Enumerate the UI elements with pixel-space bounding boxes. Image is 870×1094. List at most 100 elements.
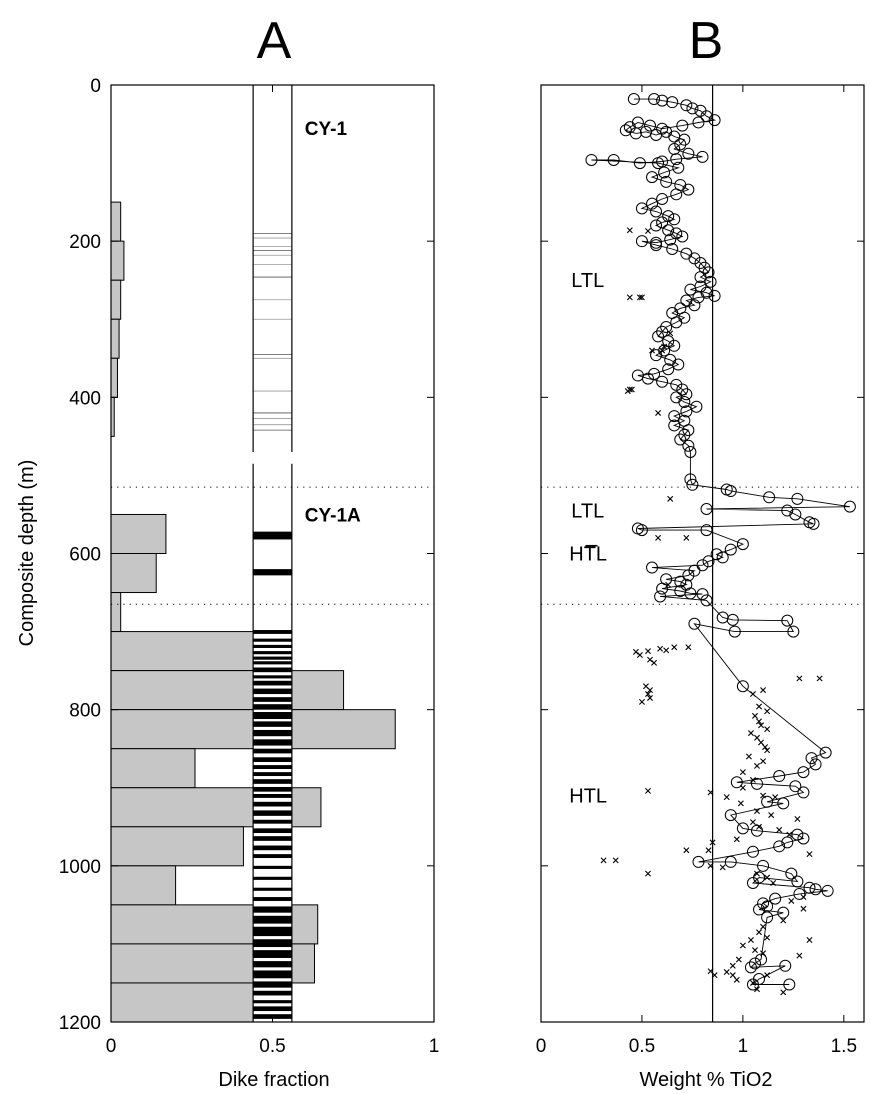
dike-fraction-bar-2 [110, 279, 122, 320]
series-0-point-48 [670, 227, 683, 240]
dike-fraction-bar-7 [110, 553, 157, 594]
series-0-point-73 [660, 321, 673, 334]
series-0-point-154 [736, 822, 749, 835]
series-0-point-99 [674, 433, 687, 446]
series-1-point-65 [733, 836, 740, 843]
series-1-point-11 [628, 386, 635, 393]
series-0-point-83 [648, 367, 661, 380]
series-1-point-22 [632, 648, 639, 655]
series-0-point-100 [682, 439, 695, 452]
series-1-point-36 [764, 708, 771, 715]
series-1-point-67 [705, 847, 712, 854]
series-0-point-54 [666, 242, 679, 255]
series-1-point-82 [760, 923, 767, 930]
series-1-point-89 [735, 956, 742, 963]
panel-b-x-tick-label-1: 0.5 [629, 1036, 655, 1057]
series-0-point-87 [670, 378, 683, 391]
series-1-point-59 [768, 812, 775, 819]
series-1-point-15 [683, 534, 690, 541]
series-1-point-51 [739, 784, 746, 791]
series-0-point-150 [797, 786, 810, 799]
log-dike-band-44 [253, 990, 292, 996]
series-0-point-142 [819, 746, 832, 759]
zone-label-1: LTL [571, 501, 604, 523]
panel-b-zone-labels: LTL LTL HTL HTL [569, 270, 607, 807]
log-dike-band-42 [253, 970, 292, 979]
dike-fraction-bar-8 [110, 592, 122, 633]
panel-b-ticks: 0 0.5 1 1.5 [536, 84, 864, 1057]
series-1-point-12 [655, 409, 662, 416]
log-dike-band-10 [253, 680, 292, 686]
zone-label-2: HTL [569, 544, 607, 566]
panel-a-x-axis-title: Dike fraction [218, 1069, 329, 1091]
log-dike-band-5 [253, 651, 292, 655]
series-1-point-6 [661, 343, 668, 350]
dike-fraction-bar-18 [110, 982, 254, 1023]
series-0-point-96 [668, 419, 681, 432]
series-1-point-20 [657, 645, 664, 652]
series-1-point-61 [749, 819, 756, 826]
log-dike-band-45 [253, 1000, 292, 1004]
series-0-point-109 [700, 502, 713, 515]
series-1-point-99 [707, 968, 714, 975]
log-dike-band-35 [253, 897, 292, 901]
series-0-point-42 [650, 205, 663, 218]
series-1-point-85 [747, 937, 754, 944]
series-0-point-178 [755, 953, 768, 966]
series-0-point-52 [635, 235, 648, 248]
series-0-point-110 [781, 504, 794, 517]
series-0-point-152 [777, 797, 790, 810]
series-1-point-58 [754, 808, 760, 815]
series-0-point-45 [656, 216, 669, 229]
series-1-point-97 [780, 989, 787, 996]
series-0-point-7 [700, 110, 713, 123]
panel-a-core-labels: CY-1 CY-1A [305, 119, 361, 527]
series-0-point-97 [682, 424, 695, 437]
series-0-point-61 [704, 275, 717, 288]
series-0-point-103 [686, 478, 699, 491]
series-0-point-34 [646, 171, 659, 184]
series-0-point-171 [793, 887, 806, 900]
series-0-point-74 [656, 325, 669, 338]
series-0-point-129 [656, 582, 669, 595]
series-0-point-81 [672, 358, 685, 371]
series-0-point-50 [664, 233, 677, 246]
series-1-point-7 [659, 347, 666, 354]
series-0-point-176 [777, 906, 790, 919]
series-0-point-2 [656, 94, 669, 107]
log-dike-band-21 [253, 772, 292, 777]
series-1-point-1 [645, 228, 651, 235]
series-0-point-38 [670, 188, 683, 201]
series-1-point-24 [647, 656, 654, 663]
series-1-point-80 [800, 905, 807, 912]
log-dike-band-11 [253, 688, 292, 695]
series-0-point-0 [627, 93, 640, 106]
series-1-point-53 [707, 789, 714, 796]
series-0-point-60 [694, 271, 707, 284]
series-0-point-149 [789, 780, 802, 793]
series-0-point-65 [708, 289, 721, 302]
series-1-point-45 [764, 747, 771, 754]
series-0-point-32 [672, 161, 685, 174]
series-0-point-170 [821, 884, 834, 897]
series-0-point-85 [641, 372, 654, 385]
series-1-point-46 [745, 753, 752, 760]
series-1-point-40 [764, 726, 771, 733]
series-1-point-17 [685, 644, 692, 651]
log-dike-band-27 [253, 819, 292, 824]
log-dike-band-9 [253, 675, 292, 679]
series-0-point-43 [662, 210, 675, 223]
log-dike-band-36 [253, 906, 292, 913]
series-0-point-106 [763, 491, 776, 504]
log-dike-band-23 [253, 786, 292, 792]
log-dike-band-28 [253, 828, 292, 834]
series-0-point-147 [730, 776, 743, 789]
log-dike-band-6 [253, 656, 292, 660]
panel-b-x-tick-label-0: 0 [536, 1036, 547, 1057]
series-0-point-160 [746, 845, 759, 858]
series-1-point-79 [788, 897, 795, 904]
series-0-point-37 [682, 183, 695, 196]
log-dike-band-0 [253, 531, 292, 540]
series-1-point-90 [729, 962, 736, 969]
series-1-point-49 [739, 769, 746, 776]
